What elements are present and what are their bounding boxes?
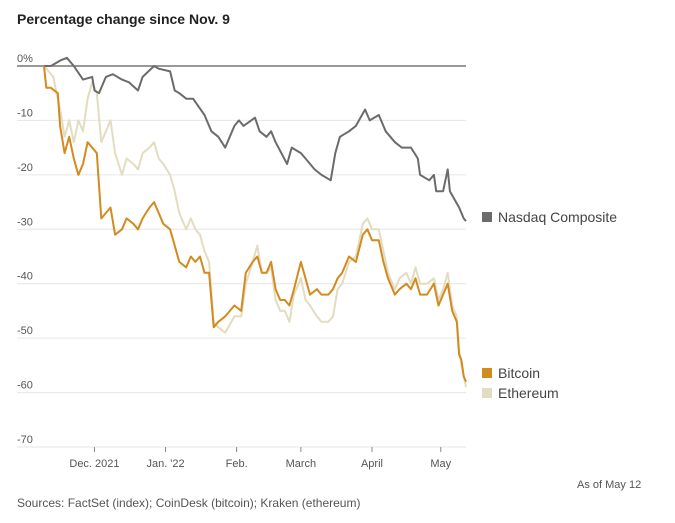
y-tick-label: 0%: [17, 53, 33, 65]
y-tick-label: -20: [17, 162, 33, 174]
y-tick-label: -60: [17, 380, 33, 392]
chart-title: Percentage change since Nov. 9: [17, 11, 230, 27]
source-note: Sources: FactSet (index); CoinDesk (bitc…: [17, 496, 361, 510]
series-line-ethereum: [43, 65, 467, 388]
x-tick-label: May: [430, 458, 451, 470]
as-of-note: As of May 12: [577, 479, 642, 491]
y-tick-label: -70: [17, 434, 33, 446]
legend-label-nasdaq-composite: Nasdaq Composite: [498, 209, 617, 225]
y-tick-label: -50: [17, 325, 33, 337]
legend-label-bitcoin: Bitcoin: [498, 365, 540, 381]
legend-swatch-bitcoin: [482, 368, 492, 378]
y-tick-label: -30: [17, 216, 33, 228]
x-tick-label: Feb.: [226, 458, 248, 470]
legend-swatch-nasdaq-composite: [482, 212, 492, 222]
series-line-bitcoin: [43, 65, 467, 383]
series-line-nasdaq-composite: [44, 56, 467, 222]
legend-label-ethereum: Ethereum: [498, 385, 559, 401]
y-tick-label: -10: [17, 107, 33, 119]
x-tick-label: March: [286, 458, 317, 470]
legend-swatch-ethereum: [482, 388, 492, 398]
y-tick-label: -40: [17, 271, 33, 283]
x-tick-label: Dec. 2021: [69, 458, 119, 470]
x-tick-label: Jan. '22: [146, 458, 184, 470]
x-tick-label: April: [361, 458, 383, 470]
